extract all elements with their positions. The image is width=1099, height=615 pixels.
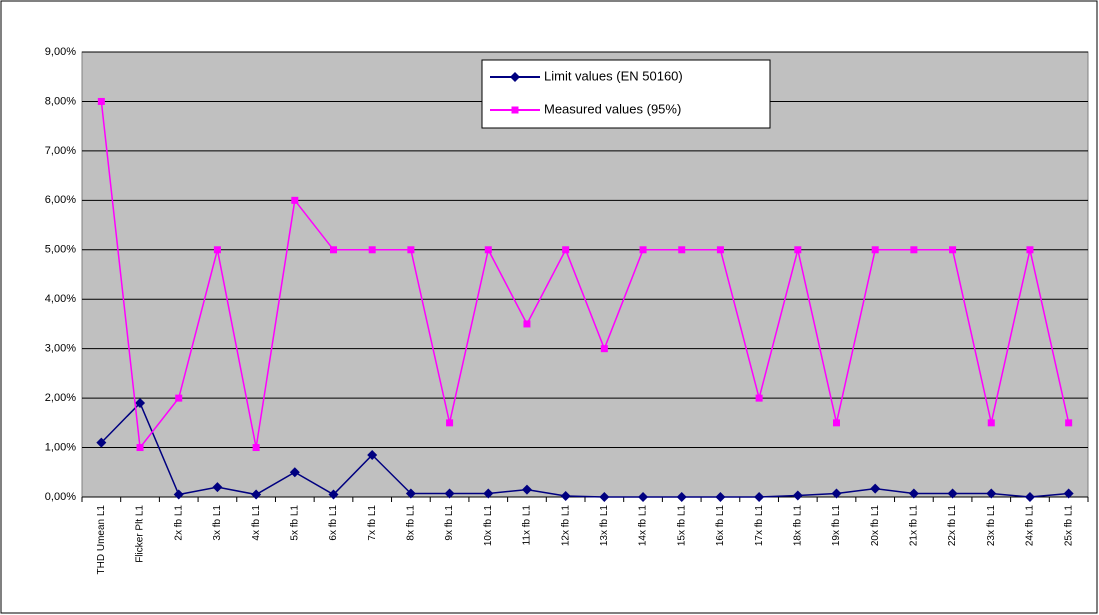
point-marker (792, 490, 803, 501)
point-marker (407, 246, 415, 254)
y-tick-label: 5,00% (45, 244, 76, 256)
x-tick-label: 7x fb L1 (367, 505, 378, 541)
point-marker (831, 488, 842, 499)
x-tick-label: 8x fb L1 (406, 505, 417, 541)
legend-marker (510, 72, 520, 82)
x-tick-label: 2x fb L1 (173, 505, 184, 541)
y-tick-label: 9,00% (45, 46, 76, 58)
legend-label: Measured values (95%) (544, 101, 681, 116)
point-marker (446, 419, 454, 427)
point-marker (289, 467, 300, 478)
x-tick-label: 16x fb L1 (715, 505, 726, 547)
point-marker (754, 492, 765, 502)
point-marker (794, 246, 802, 254)
x-tick-label: 24x fb L1 (1025, 505, 1036, 547)
point-marker (908, 488, 919, 499)
point-marker (213, 246, 221, 254)
point-marker (755, 394, 763, 402)
point-marker (136, 444, 144, 452)
point-marker (405, 488, 416, 499)
x-tick-label: 23x fb L1 (986, 505, 997, 547)
x-tick-label: 4x fb L1 (251, 505, 262, 541)
x-tick-label: 14x fb L1 (638, 505, 649, 547)
point-marker (833, 419, 840, 427)
point-marker (560, 491, 571, 502)
point-marker (562, 246, 570, 254)
x-tick-label: THD Umean L1 (96, 505, 107, 575)
point-marker (639, 246, 647, 254)
point-marker (600, 345, 608, 353)
x-tick-label: 9x fb L1 (444, 505, 455, 541)
point-marker (716, 246, 724, 254)
x-tick-label: 15x fb L1 (676, 505, 687, 547)
y-tick-label: 8,00% (45, 95, 76, 107)
y-tick-label: 4,00% (45, 293, 76, 305)
x-tick-label: 18x fb L1 (792, 505, 803, 547)
point-marker (368, 246, 376, 254)
x-tick-label: 19x fb L1 (831, 505, 842, 547)
point-marker (96, 437, 107, 448)
x-tick-label: 12x fb L1 (560, 505, 571, 547)
point-marker (367, 449, 378, 460)
x-tick-label: 20x fb L1 (870, 505, 881, 547)
point-marker (715, 492, 726, 502)
y-tick-label: 6,00% (45, 194, 76, 206)
point-marker (521, 484, 532, 495)
point-marker (251, 489, 262, 500)
point-marker (173, 489, 184, 500)
point-marker (97, 97, 105, 105)
point-marker (135, 398, 146, 409)
series-line (100, 101, 1070, 450)
legend-box (481, 59, 771, 129)
x-tick-label: 22x fb L1 (947, 505, 958, 547)
point-marker (483, 488, 494, 499)
point-marker (252, 444, 260, 452)
point-marker (986, 488, 997, 499)
legend-label: Limit values (EN 50160) (544, 68, 683, 83)
x-tick-label: 10x fb L1 (483, 505, 494, 547)
point-marker (1026, 246, 1034, 254)
point-marker (1063, 488, 1074, 499)
point-marker (484, 246, 492, 254)
y-tick-label: 3,00% (45, 343, 76, 355)
y-tick-label: 7,00% (45, 145, 76, 157)
point-marker (949, 246, 957, 254)
point-marker (599, 492, 610, 502)
y-tick-label: 0,00% (45, 491, 76, 503)
x-tick-label: 5x fb L1 (289, 505, 300, 541)
x-tick-label: 13x fb L1 (599, 505, 610, 547)
point-marker (212, 482, 223, 493)
series-line (100, 401, 1069, 498)
x-tick-label: Flicker Plt L1 (135, 505, 146, 563)
point-marker (871, 246, 879, 254)
point-marker (676, 492, 687, 502)
point-marker (947, 488, 958, 499)
point-marker (1065, 419, 1073, 427)
x-tick-label: 6x fb L1 (328, 505, 339, 541)
point-marker (330, 246, 337, 254)
x-tick-label: 3x fb L1 (212, 505, 223, 541)
x-tick-label: 25x fb L1 (1063, 505, 1074, 547)
point-marker (328, 489, 339, 500)
point-marker (870, 483, 881, 494)
x-tick-label: 21x fb L1 (909, 505, 920, 547)
x-tick-label: 11x fb L1 (522, 505, 533, 546)
point-marker (1024, 492, 1035, 502)
y-tick-label: 1,00% (45, 441, 76, 453)
point-marker (678, 246, 686, 254)
point-marker (175, 394, 183, 402)
point-marker (291, 196, 299, 204)
point-marker (638, 492, 649, 502)
point-marker (910, 246, 918, 254)
y-tick-label: 2,00% (45, 392, 76, 404)
point-marker (523, 320, 531, 328)
point-marker (987, 419, 995, 427)
x-tick-label: 17x fb L1 (754, 505, 765, 547)
legend-marker (511, 106, 519, 114)
point-marker (444, 488, 455, 499)
